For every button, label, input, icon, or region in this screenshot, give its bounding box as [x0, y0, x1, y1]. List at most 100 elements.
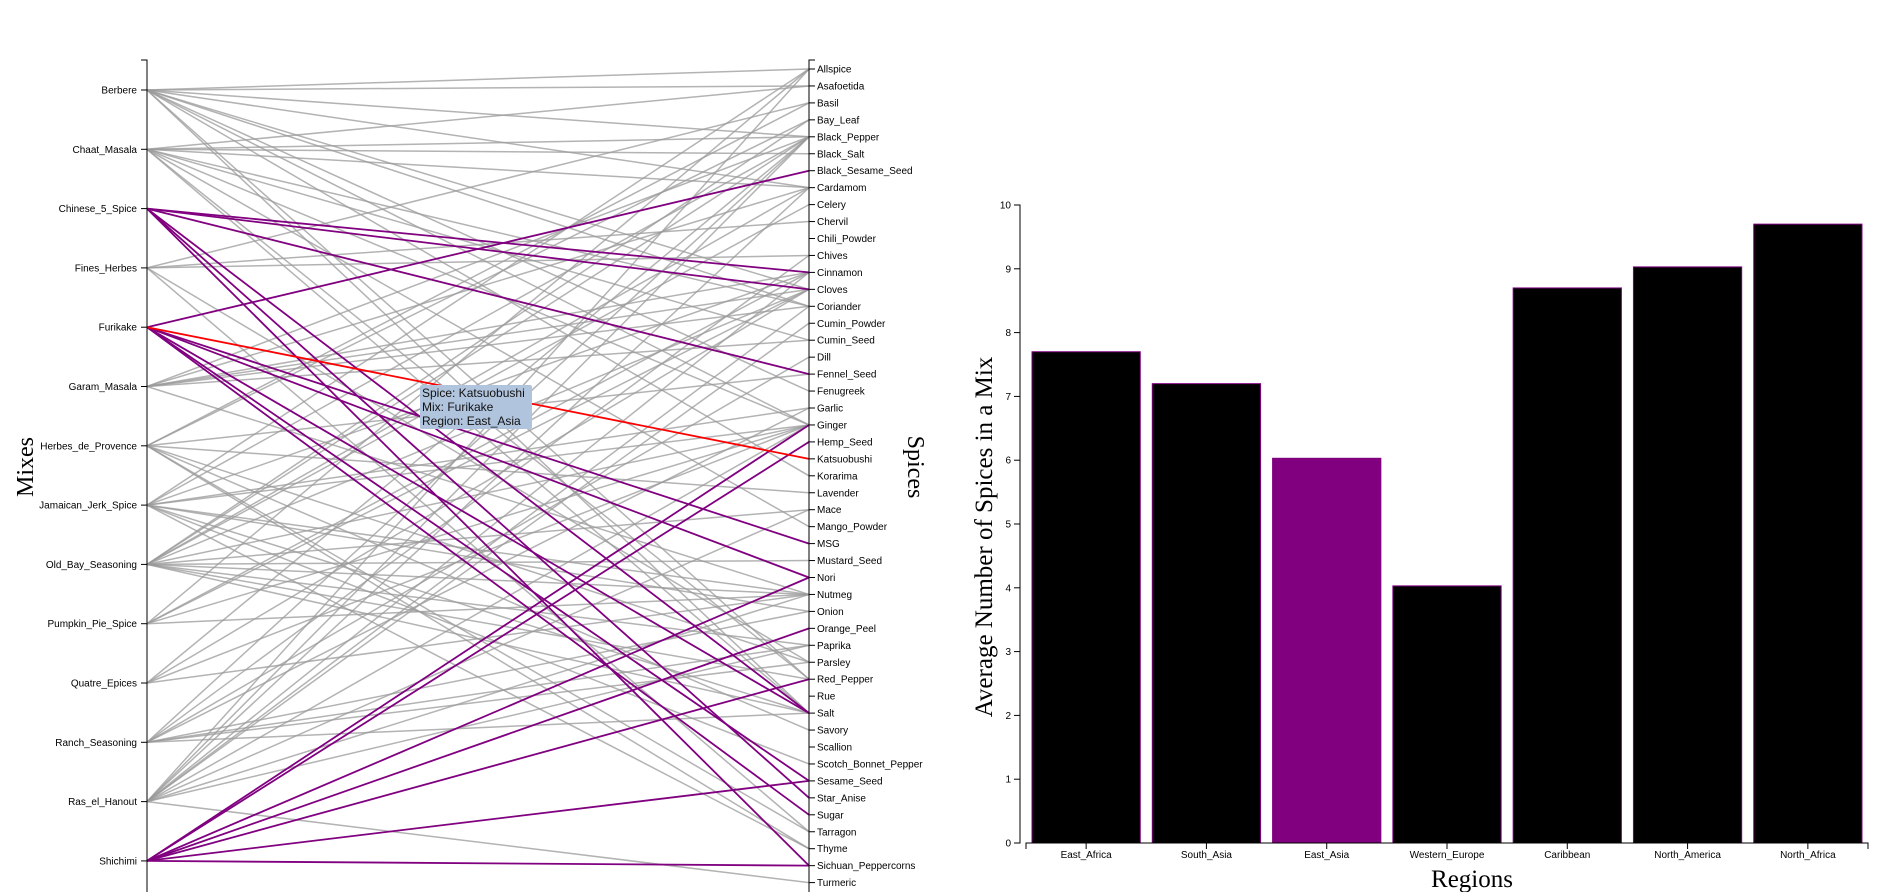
link-Shichimi-Ginger[interactable] — [146, 424, 810, 862]
link-Shichimi-Red_Pepper[interactable] — [146, 678, 810, 862]
spice-label[interactable]: Korarima — [817, 471, 858, 482]
link-Quatre_Epices-Nutmeg[interactable] — [146, 593, 810, 684]
link-Chaat_Masala-Black_Pepper[interactable] — [146, 136, 810, 151]
spice-label[interactable]: Sugar — [817, 810, 844, 821]
spice-label[interactable]: Fenugreek — [817, 387, 866, 398]
spice-label[interactable]: Thyme — [817, 844, 848, 855]
link-Ranch_Seasoning-Chives[interactable] — [146, 254, 810, 743]
mix-label[interactable]: Berbere — [101, 86, 137, 97]
link-Shichimi-Sichuan_Peppercorns[interactable] — [146, 860, 810, 867]
link-Furikake-Salt[interactable] — [146, 326, 810, 714]
link-Herbes_de_Provence-Savory[interactable] — [146, 445, 810, 731]
mix-label[interactable]: Garam_Masala — [69, 382, 138, 393]
link-Pumpkin_Pie_Spice-Allspice[interactable] — [146, 68, 810, 625]
link-Old_Bay_Seasoning-Paprika[interactable] — [146, 563, 810, 647]
link-Pumpkin_Pie_Spice-Ginger[interactable] — [146, 424, 810, 625]
link-Garam_Masala-Black_Pepper[interactable] — [146, 136, 810, 388]
link-Garam_Masala-Cumin_Seed[interactable] — [146, 339, 810, 388]
spice-label[interactable]: Black_Pepper — [817, 132, 880, 143]
spice-label[interactable]: Lavender — [817, 488, 859, 499]
link-Old_Bay_Seasoning-Nutmeg[interactable] — [146, 563, 810, 596]
link-Chinese_5_Spice-Star_Anise[interactable] — [146, 207, 810, 799]
mix-label[interactable]: Furikake — [99, 323, 138, 334]
link-Ras_el_Hanout-Black_Pepper[interactable] — [146, 136, 810, 803]
link-Pumpkin_Pie_Spice-Nutmeg[interactable] — [146, 593, 810, 625]
mix-label[interactable]: Old_Bay_Seasoning — [46, 560, 137, 571]
spice-label[interactable]: Fennel_Seed — [817, 370, 877, 381]
link-Old_Bay_Seasoning-Red_Pepper[interactable] — [146, 563, 810, 680]
spice-label[interactable]: Star_Anise — [817, 793, 866, 804]
link-Chaat_Masala-Salt[interactable] — [146, 148, 810, 714]
spice-label[interactable]: Rue — [817, 692, 836, 703]
link-Chaat_Masala-Black_Salt[interactable] — [146, 148, 810, 155]
link-Furikake-Black_Sesame_Seed[interactable] — [146, 169, 810, 329]
link-Old_Bay_Seasoning-Bay_Leaf[interactable] — [146, 119, 810, 566]
spice-label[interactable]: Asafoetida — [817, 81, 865, 92]
link-Garam_Masala-Cloves[interactable] — [146, 288, 810, 388]
link-Jamaican_Jerk_Spice-Black_Pepper[interactable] — [146, 136, 810, 506]
link-Chaat_Masala-Asafoetida[interactable] — [146, 85, 810, 151]
link-Old_Bay_Seasoning-Black_Pepper[interactable] — [146, 136, 810, 566]
link-Shichimi-Nori[interactable] — [146, 576, 810, 862]
spice-label[interactable]: Cinnamon — [817, 268, 863, 279]
link-Garam_Masala-Cinnamon[interactable] — [146, 271, 810, 388]
link-Chinese_5_Spice-Cinnamon[interactable] — [146, 207, 810, 274]
link-Jamaican_Jerk_Spice-Onion[interactable] — [146, 504, 810, 613]
spice-label[interactable]: Scotch_Bonnet_Pepper — [817, 759, 923, 770]
spice-label[interactable]: Sichuan_Peppercorns — [817, 861, 915, 872]
link-Ras_el_Hanout-Cumin_Powder[interactable] — [146, 322, 810, 803]
spice-label[interactable]: Sesame_Seed — [817, 776, 883, 787]
link-Pumpkin_Pie_Spice-Cloves[interactable] — [146, 288, 810, 625]
spice-label[interactable]: Paprika — [817, 641, 851, 652]
link-Ras_el_Hanout-Turmeric[interactable] — [146, 800, 810, 884]
mix-label[interactable]: Jamaican_Jerk_Spice — [39, 501, 137, 512]
link-Garam_Masala-Nutmeg[interactable] — [146, 385, 810, 596]
spice-label[interactable]: Onion — [817, 607, 844, 618]
link-Ras_el_Hanout-Paprika[interactable] — [146, 644, 810, 803]
link-Furikake-MSG[interactable] — [146, 326, 810, 545]
link-Chinese_5_Spice-Fennel_Seed[interactable] — [146, 207, 810, 375]
link-Ranch_Seasoning-Black_Pepper[interactable] — [146, 136, 810, 743]
link-Berbere-Allspice[interactable] — [146, 68, 810, 91]
spice-label[interactable]: Garlic — [817, 404, 843, 415]
link-Jamaican_Jerk_Spice-Scotch_Bonnet_Pepper[interactable] — [146, 504, 810, 765]
bar-Western_Europe[interactable] — [1392, 585, 1502, 844]
link-Herbes_de_Provence-Thyme[interactable] — [146, 445, 810, 850]
link-Herbes_de_Provence-Basil[interactable] — [146, 102, 810, 447]
link-Old_Bay_Seasoning-Celery[interactable] — [146, 203, 810, 566]
link-Ranch_Seasoning-Onion[interactable] — [146, 610, 810, 744]
link-Chaat_Masala-Coriander[interactable] — [146, 148, 810, 308]
spice-label[interactable]: Coriander — [817, 302, 862, 313]
spice-label[interactable]: Chervil — [817, 217, 848, 228]
mix-label[interactable]: Chinese_5_Spice — [59, 204, 138, 215]
link-Furikake-Sugar[interactable] — [146, 326, 810, 816]
spice-label[interactable]: Chives — [817, 251, 848, 262]
link-Ras_el_Hanout-Cardamom[interactable] — [146, 187, 810, 803]
link-Ranch_Seasoning-Paprika[interactable] — [146, 644, 810, 744]
spice-label[interactable]: Cumin_Powder — [817, 319, 886, 330]
mix-label[interactable]: Shichimi — [99, 856, 137, 867]
spice-label[interactable]: MSG — [817, 539, 840, 550]
link-Berbere-Asafoetida[interactable] — [146, 85, 810, 91]
spice-label[interactable]: Parsley — [817, 658, 850, 669]
spice-label[interactable]: Cardamom — [817, 183, 866, 194]
link-Furikake-Sesame_Seed[interactable] — [146, 326, 810, 782]
spice-label[interactable]: Scallion — [817, 743, 852, 754]
spice-label[interactable]: Mango_Powder — [817, 522, 888, 533]
mix-label[interactable]: Fines_Herbes — [75, 263, 137, 274]
spice-label[interactable]: Savory — [817, 726, 848, 737]
spice-label[interactable]: Ginger — [817, 420, 848, 431]
spice-label[interactable]: Cumin_Seed — [817, 336, 875, 347]
bar-North_America[interactable] — [1632, 266, 1743, 844]
link-Jamaican_Jerk_Spice-Ginger[interactable] — [146, 424, 810, 506]
bar-North_Africa[interactable] — [1753, 223, 1863, 844]
spice-label[interactable]: Hemp_Seed — [817, 437, 873, 448]
link-Ras_el_Hanout-Mace[interactable] — [146, 509, 810, 803]
spice-label[interactable]: Mace — [817, 505, 842, 516]
mix-label[interactable]: Herbes_de_Provence — [40, 441, 137, 452]
link-Ras_el_Hanout-Ginger[interactable] — [146, 424, 810, 803]
spice-label[interactable]: Orange_Peel — [817, 624, 876, 635]
mix-label[interactable]: Pumpkin_Pie_Spice — [48, 619, 138, 630]
spice-label[interactable]: Allspice — [817, 65, 852, 76]
spice-label[interactable]: Cloves — [817, 285, 848, 296]
